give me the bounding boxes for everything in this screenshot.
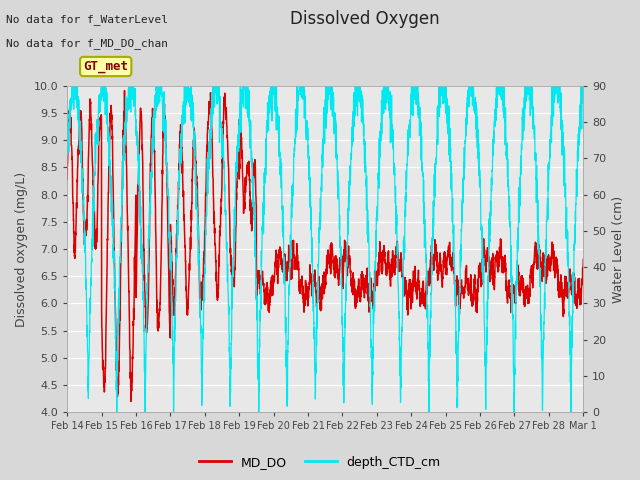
- Y-axis label: Water Level (cm): Water Level (cm): [612, 195, 625, 302]
- Text: GT_met: GT_met: [83, 60, 128, 73]
- Text: Dissolved Oxygen: Dissolved Oxygen: [290, 10, 440, 28]
- Legend: MD_DO, depth_CTD_cm: MD_DO, depth_CTD_cm: [195, 451, 445, 474]
- Y-axis label: Dissolved oxygen (mg/L): Dissolved oxygen (mg/L): [15, 171, 28, 326]
- Text: No data for f_MD_DO_chan: No data for f_MD_DO_chan: [6, 38, 168, 49]
- Text: No data for f_WaterLevel: No data for f_WaterLevel: [6, 14, 168, 25]
